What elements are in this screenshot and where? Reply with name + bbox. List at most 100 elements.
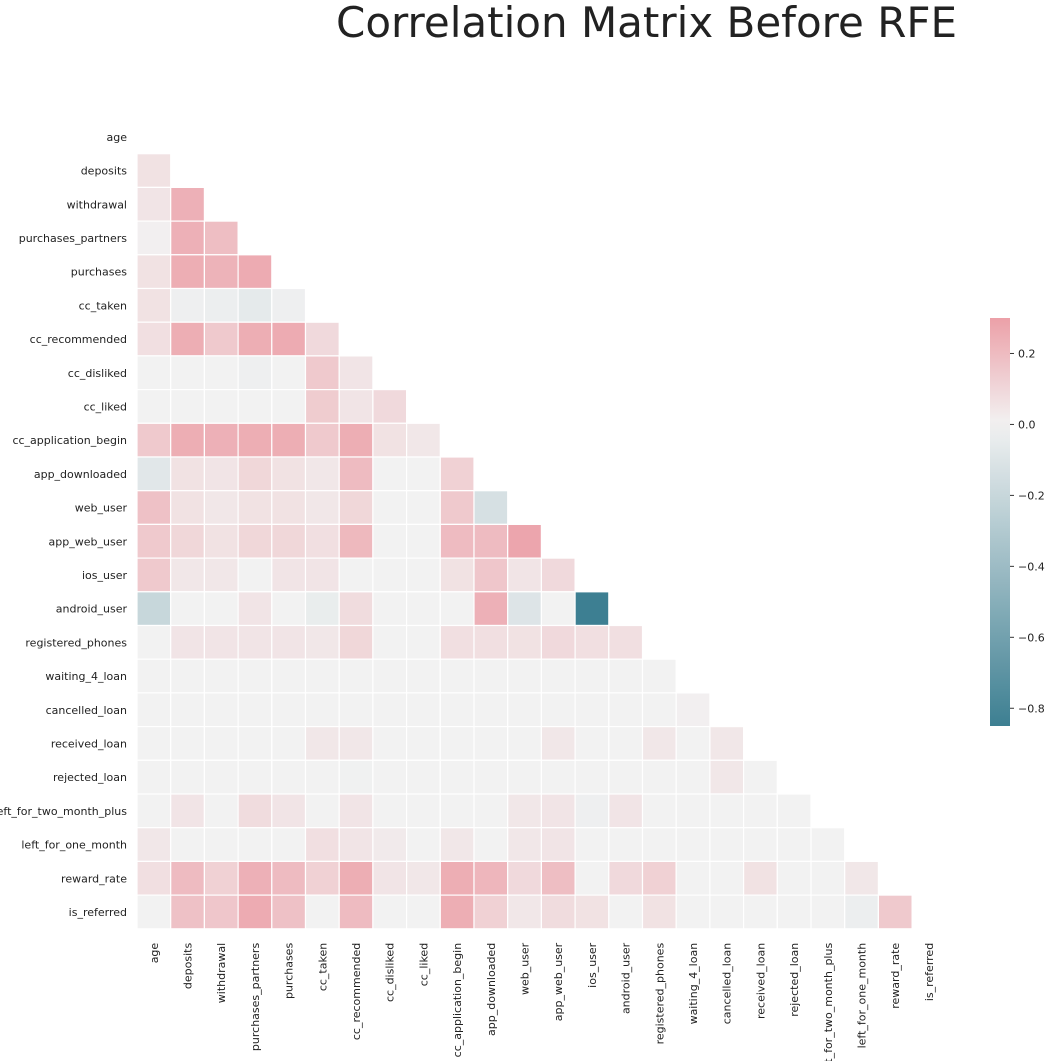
heatmap-cell	[675, 725, 711, 761]
heatmap-cell	[507, 894, 543, 930]
heatmap-cell	[406, 422, 441, 458]
heatmap-cell	[641, 827, 677, 863]
column-label: left_for_two_month_plus	[822, 943, 835, 1061]
heatmap-cell	[406, 456, 441, 492]
row-label: reward_rate	[61, 872, 127, 885]
heatmap-cell	[136, 254, 172, 290]
heatmap-cell	[473, 523, 509, 559]
heatmap-cell	[237, 793, 273, 829]
heatmap-cell	[507, 523, 543, 559]
heatmap-cell	[136, 860, 172, 896]
heatmap-cell	[372, 422, 408, 458]
heatmap-cell	[136, 321, 172, 357]
row-label: left_for_two_month_plus	[0, 805, 127, 818]
heatmap-cell	[338, 624, 374, 660]
heatmap-cell	[237, 287, 273, 323]
heatmap-cell	[136, 591, 172, 627]
column-label: cc_taken	[316, 943, 329, 991]
column-label: reward_rate	[889, 943, 902, 1009]
heatmap-cell	[203, 725, 239, 761]
heatmap-cell	[507, 624, 543, 660]
row-labels: age deposits withdrawal purchases_partnersp…	[0, 131, 127, 919]
column-label: received_loan	[754, 943, 767, 1019]
heatmap-cell	[304, 894, 340, 930]
column-label: registered_phones	[653, 943, 666, 1045]
heatmap-cell	[406, 624, 441, 660]
heatmap-cell	[203, 422, 239, 458]
row-label: deposits	[81, 165, 128, 178]
heatmap-cell	[641, 860, 677, 896]
heatmap-cell	[507, 591, 543, 627]
heatmap-cell	[574, 692, 610, 728]
heatmap-cell	[574, 827, 610, 863]
heatmap-cell	[271, 523, 307, 559]
heatmap-cell	[304, 860, 340, 896]
heatmap-cell	[574, 658, 610, 694]
heatmap-cell	[271, 894, 307, 930]
heatmap-cell	[304, 456, 340, 492]
heatmap-cell	[170, 692, 205, 728]
heatmap-cell	[372, 860, 408, 896]
heatmap-cell	[608, 725, 644, 761]
heatmap-cell	[136, 894, 172, 930]
heatmap-cell	[473, 490, 509, 526]
heatmap-cell	[203, 658, 239, 694]
column-label: age	[148, 943, 161, 964]
heatmap-cell	[844, 860, 880, 896]
heatmap-cell	[271, 591, 307, 627]
heatmap-cell	[439, 759, 475, 795]
heatmap-cell	[608, 658, 644, 694]
heatmap-cell	[136, 759, 172, 795]
column-label: left_for_one_month	[856, 943, 869, 1049]
heatmap-cell	[675, 759, 711, 795]
row-label: web_user	[75, 502, 128, 515]
heatmap-cell	[507, 793, 543, 829]
heatmap-cell	[608, 894, 644, 930]
heatmap-cell	[304, 557, 340, 593]
heatmap-cell	[338, 490, 374, 526]
heatmap-cell	[136, 658, 172, 694]
column-label: cc_application_begin	[451, 943, 464, 1058]
heatmap-cell	[439, 658, 475, 694]
heatmap-cell	[406, 725, 441, 761]
heatmap-cell	[540, 591, 576, 627]
heatmap-cell	[574, 860, 610, 896]
heatmap-cell	[136, 186, 172, 222]
heatmap-cell	[439, 490, 475, 526]
heatmap-cell	[473, 894, 509, 930]
heatmap-cell	[372, 389, 408, 424]
row-label: app_web_user	[49, 535, 128, 548]
heatmap-cell	[406, 591, 441, 627]
row-label: waiting_4_loan	[45, 670, 127, 683]
heatmap-cell	[742, 894, 778, 930]
heatmap-cell	[473, 793, 509, 829]
row-label: withdrawal	[67, 198, 127, 211]
column-label: withdrawal	[215, 943, 228, 1003]
heatmap-cell	[675, 894, 711, 930]
heatmap-cell	[338, 725, 374, 761]
heatmap-cell	[742, 827, 778, 863]
heatmap-cell	[439, 827, 475, 863]
row-label: age	[107, 131, 128, 144]
heatmap-cell	[473, 658, 509, 694]
row-label: left_for_one_month	[21, 839, 127, 852]
heatmap-cell	[170, 523, 205, 559]
heatmap-cell	[608, 827, 644, 863]
heatmap-cell	[203, 456, 239, 492]
heatmap-cell	[338, 658, 374, 694]
heatmap-cell	[372, 658, 408, 694]
heatmap-cell	[372, 490, 408, 526]
heatmap-cell	[675, 793, 711, 829]
heatmap-cell	[237, 759, 273, 795]
heatmap-cell	[338, 793, 374, 829]
heatmap-cell	[709, 894, 745, 930]
heatmap-cell	[237, 355, 273, 391]
heatmap-cell	[406, 793, 441, 829]
heatmap-cell	[237, 389, 273, 424]
heatmap-cell	[439, 456, 475, 492]
heatmap-cell	[136, 557, 172, 593]
heatmap-cell	[608, 692, 644, 728]
heatmap-cell	[540, 894, 576, 930]
heatmap-cell	[372, 456, 408, 492]
heatmap-cell	[136, 624, 172, 660]
